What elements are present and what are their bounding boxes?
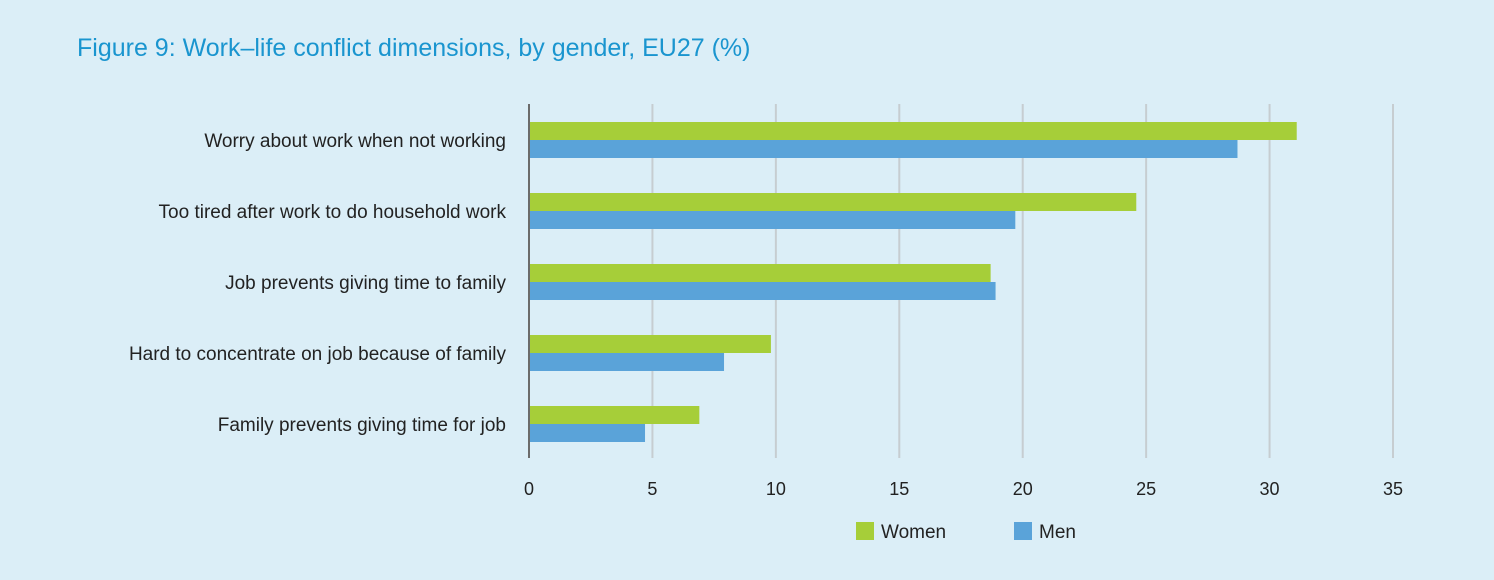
legend-label-men: Men: [1039, 522, 1076, 543]
bar-women: [529, 406, 700, 424]
category-label: Worry about work when not working: [204, 131, 506, 152]
legend: Women Men: [856, 522, 1076, 543]
bar-men: [529, 140, 1238, 158]
chart-title: Figure 9: Work–life conflict dimensions,…: [77, 34, 751, 62]
bar-women: [529, 264, 991, 282]
bar-men: [529, 282, 996, 300]
tick-label: 5: [647, 479, 657, 499]
category-label: Hard to concentrate on job because of fa…: [129, 344, 507, 365]
bar-men: [529, 211, 1016, 229]
legend-swatch-women: [856, 522, 874, 540]
legend-label-women: Women: [881, 522, 946, 543]
legend-swatch-men: [1014, 522, 1032, 540]
tick-label: 0: [524, 479, 534, 499]
bar-women: [529, 335, 771, 353]
bar-women: [529, 122, 1297, 140]
tick-label: 30: [1260, 479, 1280, 499]
bar-women: [529, 193, 1137, 211]
tick-label: 20: [1013, 479, 1033, 499]
bar-men: [529, 424, 646, 442]
category-label: Too tired after work to do household wor…: [159, 202, 507, 223]
category-label: Job prevents giving time to family: [225, 273, 506, 294]
tick-labels: 0 5 10 15 20 25 30 35: [524, 479, 1403, 499]
tick-label: 10: [766, 479, 786, 499]
tick-label: 15: [889, 479, 909, 499]
category-labels: Worry about work when not working Too tir…: [129, 131, 507, 436]
bars: [529, 122, 1297, 442]
tick-label: 35: [1383, 479, 1403, 499]
bar-men: [529, 353, 725, 371]
tick-label: 25: [1136, 479, 1156, 499]
category-label: Family prevents giving time for job: [218, 415, 506, 436]
